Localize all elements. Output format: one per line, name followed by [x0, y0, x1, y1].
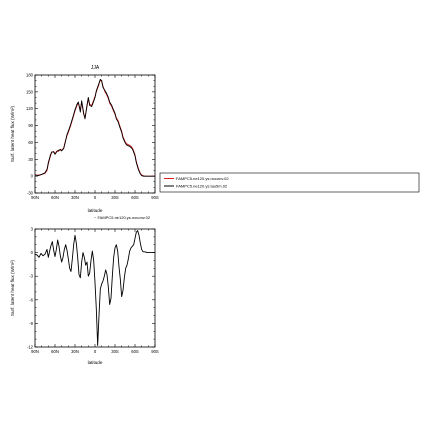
top-series-group — [34, 79, 155, 177]
bottom-x-tick-label: 90N — [31, 349, 39, 354]
top-x-tick-label: 60N — [51, 195, 59, 200]
top-x-tick-label: 90N — [31, 195, 39, 200]
top-series-line-0 — [35, 79, 155, 177]
bottom-y-tick-label: 3 — [31, 227, 34, 232]
bottom-x-tick-label: 60S — [131, 349, 139, 354]
bottom-x-tick-label: 90S — [151, 349, 159, 354]
top-x-tick-label: 90S — [151, 195, 159, 200]
top-x-tick-label: 0 — [94, 195, 97, 200]
legend: FAMPC5.ne120.ys.noconv.02 FAMPC5.ne120.y… — [159, 172, 420, 193]
bottom-y-tick-label: -12 — [27, 345, 34, 350]
bottom-y-axis-title: Surf. latent heat flux (W/m²) — [10, 259, 15, 316]
top-y-tick-label: 150 — [26, 89, 34, 94]
bottom-x-tick-label: 0 — [94, 349, 97, 354]
top-y-tick-label: 120 — [26, 106, 34, 111]
legend-label-noconv: FAMPC5.ne120.ys.noconv.02 — [176, 176, 229, 181]
top-panel: JJA -30 0 30 60 90 120 150 180 90N 60N 30N 0 30S 60S… — [10, 65, 159, 213]
top-x-axis-title: latitude — [88, 208, 103, 213]
top-chart-title: JJA — [91, 65, 100, 71]
top-y-tick-label: 60 — [28, 140, 33, 145]
top-x-tick-label: 30S — [111, 195, 119, 200]
top-y-axis: -30 0 30 60 90 120 150 180 — [26, 73, 155, 196]
bottom-x-axis-title: latitude — [88, 360, 103, 365]
bottom-y-axis: -12 -9 -6 -3 0 3 — [27, 227, 155, 350]
bottom-y-tick-label: -6 — [29, 297, 33, 302]
top-x-tick-label: 60S — [131, 195, 139, 200]
top-plot-frame — [34, 74, 156, 194]
top-y-tick-label: 180 — [26, 73, 34, 78]
bottom-x-tick-label: 30S — [111, 349, 119, 354]
top-y-tick-label: 30 — [28, 157, 33, 162]
bottom-y-tick-label: -9 — [29, 321, 33, 326]
bottom-x-axis: 90N 60N 30N 0 30S 60S 90S — [31, 229, 159, 354]
top-x-tick-label: 30N — [71, 195, 79, 200]
bottom-panel: − FAMPC5.ne120.ys.noconv.02 -12-9-6-303 … — [10, 215, 159, 365]
top-y-tick-label: 90 — [28, 123, 33, 128]
bottom-series-group — [34, 230, 155, 346]
bottom-y-tick-label: -3 — [29, 274, 33, 279]
top-series-line-1 — [34, 79, 155, 177]
legend-box — [159, 172, 420, 193]
bottom-series-label: − FAMPC5.ne120.ys.noconv.02 — [94, 215, 151, 220]
bottom-series-line-0 — [34, 230, 155, 346]
bottom-x-tick-label: 30N — [71, 349, 79, 354]
bottom-x-tick-label: 60N — [51, 349, 59, 354]
top-y-axis-title: Surf. latent heat flux (W/m²) — [10, 105, 15, 162]
top-y-tick-label: 0 — [31, 174, 34, 179]
top-x-axis: 90N 60N 30N 0 30S 60S 90S — [31, 75, 159, 200]
legend-label-tau5m: FAMPC5.ne120.ys.tau5m.02 — [176, 184, 228, 189]
bottom-y-tick-label: 0 — [31, 250, 34, 255]
top-y-tick-label: -30 — [27, 191, 34, 196]
